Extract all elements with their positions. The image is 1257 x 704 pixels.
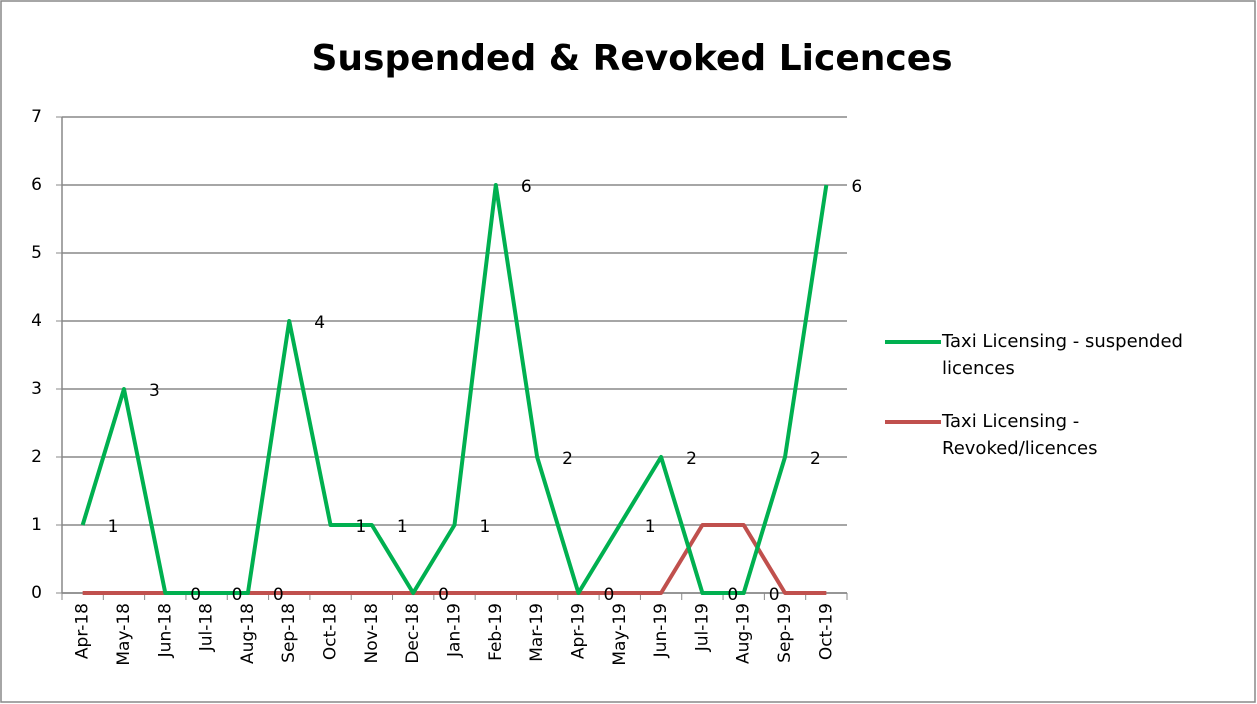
x-tick-label: Oct-19: [816, 603, 836, 660]
data-label: 1: [397, 517, 408, 537]
legend-swatch: [885, 420, 941, 424]
data-label: 0: [727, 585, 738, 605]
series-line: [80, 183, 829, 595]
x-tick-label: Apr-18: [73, 603, 93, 659]
chart-title: Suspended & Revoked Licences: [311, 38, 952, 79]
x-tick-label: May-19: [610, 603, 630, 666]
y-tick-label: 5: [31, 243, 42, 263]
legend-swatch: [885, 340, 941, 344]
data-label: 3: [149, 381, 160, 401]
x-tick-label: Feb-19: [486, 603, 506, 661]
data-label: 1: [108, 517, 119, 537]
x-tick-label: Sep-18: [279, 603, 299, 663]
y-tick-label: 2: [31, 447, 42, 467]
x-tick-label: Mar-19: [527, 603, 547, 662]
data-label: 0: [438, 585, 449, 605]
data-label: 1: [480, 517, 491, 537]
x-tick-label: Jun-19: [651, 603, 671, 658]
x-tick-label: Nov-18: [362, 603, 382, 664]
y-tick-label: 1: [31, 515, 42, 535]
x-tick-label: Oct-18: [321, 603, 341, 660]
x-tick-label: Jun-18: [155, 603, 175, 658]
data-label: 2: [562, 449, 573, 469]
x-tick-label: Sep-19: [775, 603, 795, 663]
y-tick-label: 3: [31, 379, 42, 399]
data-label: 2: [810, 449, 821, 469]
data-label: 0: [232, 585, 243, 605]
x-tick-label: Aug-19: [734, 603, 754, 664]
y-tick-label: 4: [31, 311, 42, 331]
data-label: 0: [603, 585, 614, 605]
x-tick-label: Apr-19: [568, 603, 588, 659]
legend-label: Taxi Licensing - suspended licences: [942, 331, 1183, 379]
y-tick-label: 6: [31, 175, 42, 195]
legend-label: Taxi Licensing - Revoked/licences: [942, 411, 1098, 459]
data-label: 1: [645, 517, 656, 537]
data-label: 0: [273, 585, 284, 605]
x-tick-label: May-18: [114, 603, 134, 666]
data-label: 0: [769, 585, 780, 605]
data-label: 6: [521, 177, 532, 197]
x-tick-label: Jan-19: [445, 603, 465, 658]
data-label: 1: [356, 517, 367, 537]
x-tick-label: Dec-18: [403, 603, 423, 664]
y-tick-label: 7: [31, 107, 42, 127]
data-label: 6: [851, 177, 862, 197]
x-tick-label: Aug-18: [238, 603, 258, 664]
x-tick-label: Jul-19: [692, 603, 712, 652]
data-label: 0: [190, 585, 201, 605]
data-label: 4: [314, 313, 325, 333]
x-tick-label: Jul-18: [197, 603, 217, 652]
y-tick-label: 0: [31, 583, 42, 603]
data-label: 2: [686, 449, 697, 469]
